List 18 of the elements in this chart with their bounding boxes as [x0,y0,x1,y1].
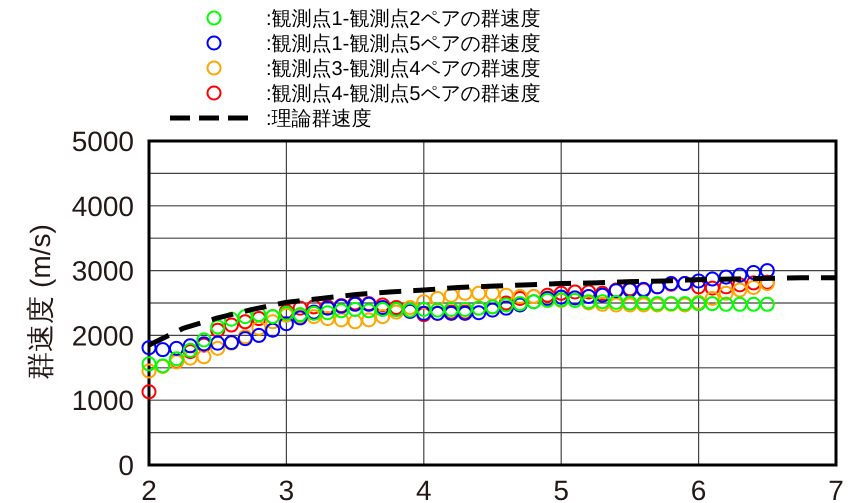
legend-label: :観測点1-観測点2ペアの群速度 [266,8,540,30]
legend-label: :観測点1-観測点5ペアの群速度 [266,33,540,55]
legend-label: :理論群速度 [266,108,372,130]
x-tick-label: 2 [141,475,157,503]
y-tick-label: 3000 [72,256,134,287]
x-tick-label: 7 [828,475,844,503]
y-tick-label: 4000 [72,190,134,222]
x-tick-label: 6 [690,475,706,503]
y-tick-label: 0 [118,450,134,481]
x-tick-label: 5 [553,475,569,503]
legend-label: :観測点4-観測点5ペアの群速度 [266,83,540,105]
y-tick-label: 5000 [72,126,134,157]
x-tick-label: 4 [416,475,432,503]
y-axis-title: 群速度 (m/s) [25,224,56,380]
x-tick-label: 3 [278,475,294,503]
y-tick-label: 2000 [72,320,134,352]
y-tick-label: 1000 [72,385,134,416]
legend-label: :観測点3-観測点4ペアの群速度 [266,58,540,80]
